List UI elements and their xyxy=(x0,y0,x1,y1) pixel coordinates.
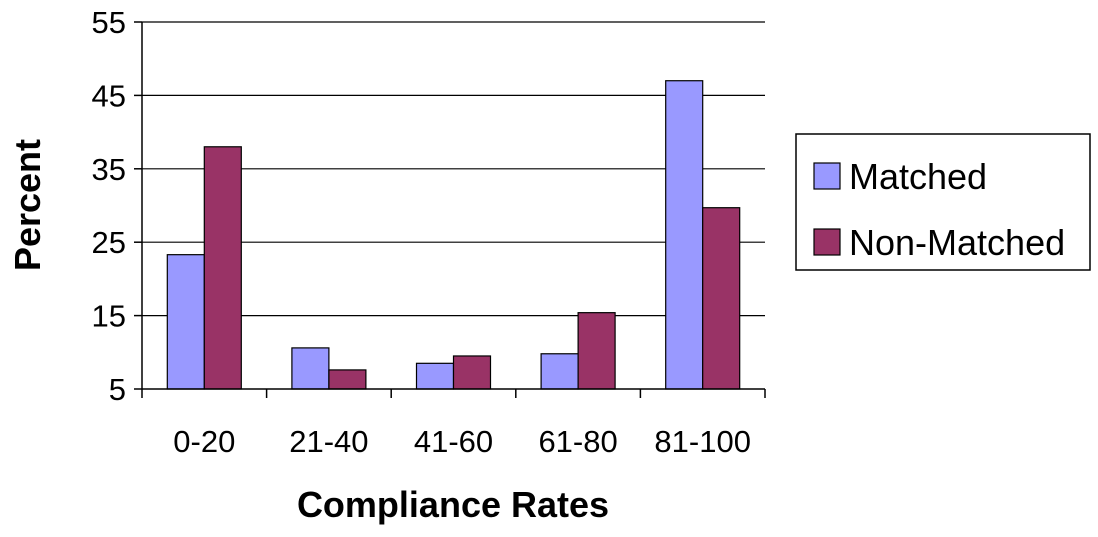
axes xyxy=(141,22,765,390)
bar-matched-21-40 xyxy=(291,347,330,390)
x-ticks: 0-20 21-40 41-60 61-80 81-100 xyxy=(141,389,766,459)
y-tick-label: 15 xyxy=(92,299,126,334)
y-tick-label: 35 xyxy=(92,152,126,187)
y-tick-label: 45 xyxy=(92,78,126,113)
legend-label-non-matched: Non-Matched xyxy=(849,222,1065,263)
bar-matched-81-100 xyxy=(665,80,704,390)
bar-non-matched-41-60 xyxy=(452,355,492,390)
x-tick-label: 0-20 xyxy=(173,424,235,459)
legend-swatch-non-matched xyxy=(813,228,841,256)
bars xyxy=(166,80,741,390)
x-tick-label: 61-80 xyxy=(538,424,617,459)
y-axis-label: Percent xyxy=(7,139,48,271)
bar-non-matched-81-100 xyxy=(702,207,741,390)
bar-matched-61-80 xyxy=(540,353,579,390)
bar-non-matched-0-20 xyxy=(203,146,242,390)
x-tick-label: 41-60 xyxy=(414,424,493,459)
bar-matched-41-60 xyxy=(415,362,455,390)
x-tick-label: 21-40 xyxy=(289,424,368,459)
x-axis-label: Compliance Rates xyxy=(297,484,609,525)
y-tick-label: 5 xyxy=(109,372,126,407)
legend: Matched Non-Matched xyxy=(795,133,1091,271)
legend-label-matched: Matched xyxy=(849,156,987,197)
legend-swatch-matched xyxy=(813,162,841,190)
x-tick-label: 81-100 xyxy=(654,424,751,459)
bar-non-matched-61-80 xyxy=(577,312,616,390)
gridlines xyxy=(142,21,765,317)
legend-box xyxy=(795,133,1091,271)
y-ticks: 5 15 25 35 45 55 xyxy=(92,5,142,407)
bar-matched-0-20 xyxy=(166,254,205,390)
bar-non-matched-21-40 xyxy=(328,369,367,390)
y-tick-label: 25 xyxy=(92,225,126,260)
y-tick-label: 55 xyxy=(92,5,126,40)
